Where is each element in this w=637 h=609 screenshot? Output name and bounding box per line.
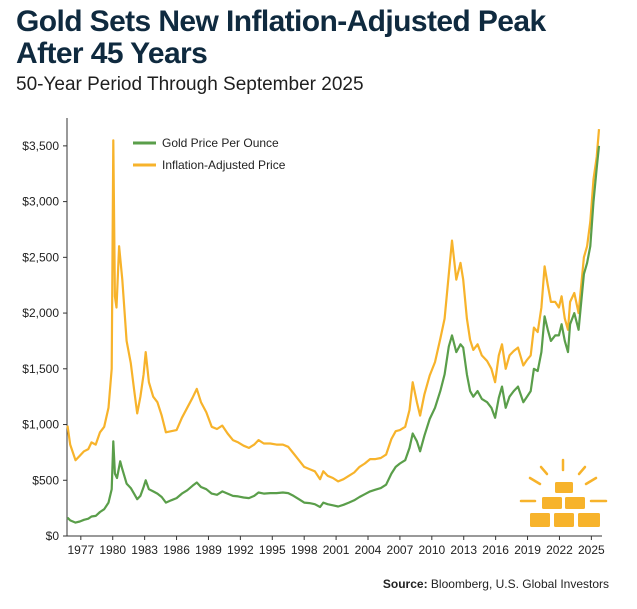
gold-bar: [542, 497, 562, 509]
x-tick-label: 2004: [355, 543, 382, 557]
x-tick-label: 2001: [323, 543, 350, 557]
y-tick-label: $2,500: [22, 250, 59, 264]
gold-bar: [555, 482, 573, 493]
sun-ray: [584, 476, 598, 486]
x-tick-label: 1986: [163, 543, 190, 557]
x-tick-label: 2010: [418, 543, 445, 557]
sun-ray: [539, 465, 549, 476]
gold-bar: [578, 513, 600, 527]
x-tick-label: 1977: [67, 543, 94, 557]
source-text: Bloomberg, U.S. Global Investors: [430, 577, 609, 591]
chart-legend: Gold Price Per Ounce Inflation-Adjusted P…: [133, 136, 286, 172]
legend-label: Gold Price Per Ounce: [162, 136, 279, 150]
y-tick-label: $2,000: [22, 306, 59, 320]
gold-bar: [565, 497, 585, 509]
page-subtitle: 50-Year Period Through September 2025: [16, 74, 364, 95]
x-tick-label: 1998: [291, 543, 318, 557]
chart-axes: $0 $500 $1,000 $1,500 $2,000 $2,500 $3,000 $3,5…: [22, 118, 605, 557]
y-tick-label: $1,500: [22, 362, 59, 376]
source-label: Source:: [382, 577, 428, 591]
series-line-gold-price: [66, 145, 601, 524]
x-tick-label: 2025: [578, 543, 605, 557]
x-tick-label: 1989: [195, 543, 222, 557]
x-tick-label: 1980: [99, 543, 126, 557]
x-tick-label: 2019: [514, 543, 541, 557]
y-tick-label: $3,500: [22, 139, 59, 153]
y-tick-label: $3,000: [22, 195, 59, 209]
chart-series: [66, 129, 601, 524]
y-tick-label: $500: [32, 473, 59, 487]
y-tick-label: $0: [46, 529, 60, 543]
gold-bar: [530, 513, 550, 527]
page-title: Gold Sets New Inflation-Adjusted Peak Af…: [16, 5, 546, 70]
x-tick-label: 2016: [482, 543, 509, 557]
sun-ray: [528, 476, 542, 486]
gold-bars-icon: [519, 458, 608, 527]
x-tick-label: 1983: [131, 543, 158, 557]
x-tick-label: 2007: [387, 543, 414, 557]
gold-bar: [554, 513, 574, 527]
x-tick-label: 1995: [259, 543, 286, 557]
x-tick-label: 2022: [546, 543, 573, 557]
y-tick-label: $1,000: [22, 418, 59, 432]
x-tick-label: 1992: [227, 543, 254, 557]
legend-label: Inflation-Adjusted Price: [162, 158, 286, 172]
series-line-inflation-adjusted: [66, 129, 601, 483]
sun-ray: [577, 465, 587, 476]
x-tick-label: 2013: [450, 543, 477, 557]
source-note: Source: Bloomberg, U.S. Global Investors: [383, 577, 609, 591]
